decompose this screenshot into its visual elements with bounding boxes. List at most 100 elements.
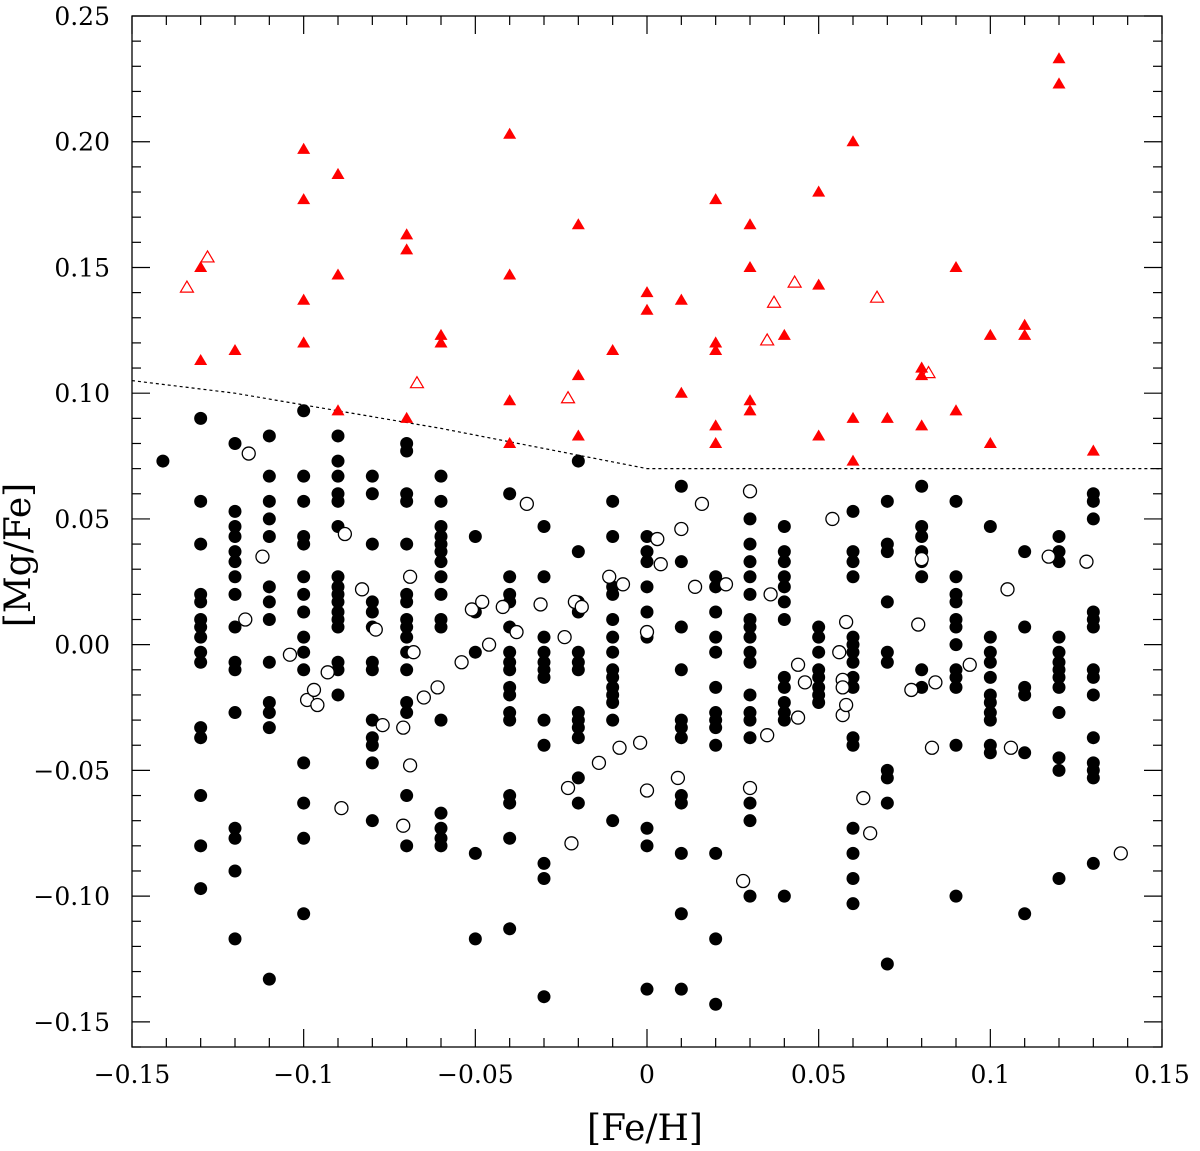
filled-circle-point [606, 695, 620, 709]
open-triangle-point [560, 390, 576, 404]
filled-circle-point [606, 630, 620, 644]
filled-circle-point [640, 839, 654, 853]
filled-triangle-point [331, 167, 345, 179]
filled-circle-point [297, 645, 311, 659]
filled-circle-point [503, 688, 517, 702]
filled-circle-point [1052, 645, 1066, 659]
filled-circle-point [537, 856, 551, 870]
open-circle-point [718, 577, 734, 592]
filled-circle-point [434, 519, 448, 533]
filled-triangle-point [1086, 444, 1100, 456]
filled-circle-point [228, 570, 242, 584]
filled-circle-point [194, 595, 208, 609]
filled-circle-point [503, 713, 517, 727]
filled-circle-point [1052, 545, 1066, 559]
filled-circle-point [434, 620, 448, 634]
filled-circle-point [365, 487, 379, 501]
filled-circle-point [537, 990, 551, 1004]
filled-triangle-point [297, 293, 311, 305]
filled-circle-point [262, 512, 276, 526]
filled-circle-point [915, 663, 929, 677]
filled-circle-point [949, 494, 963, 508]
filled-circle-point [262, 530, 276, 544]
filled-circle-point [846, 821, 860, 835]
filled-circle-point [743, 512, 757, 526]
y-tick-label: 0.15 [54, 253, 110, 282]
threshold-dotted-line [131, 380, 1162, 470]
filled-circle-point [297, 587, 311, 601]
filled-circle-point [606, 713, 620, 727]
filled-circle-point [949, 738, 963, 752]
filled-triangle-point [434, 328, 448, 340]
open-circle-point [602, 569, 617, 584]
filled-circle-point [1018, 907, 1032, 921]
filled-circle-point [400, 620, 414, 634]
filled-circle-point [194, 645, 208, 659]
filled-circle-point [812, 645, 826, 659]
filled-circle-point [1086, 731, 1100, 745]
filled-triangle-point [743, 394, 757, 406]
filled-circle-point [331, 620, 345, 634]
open-circle-point [406, 645, 421, 660]
filled-circle-point [606, 670, 620, 684]
filled-circle-point [1018, 545, 1032, 559]
filled-circle-point [1052, 872, 1066, 886]
filled-circle-point [228, 663, 242, 677]
filled-circle-point [949, 670, 963, 684]
open-circle-point [856, 790, 871, 806]
filled-triangle-point [983, 436, 997, 449]
filled-triangle-point [709, 343, 723, 355]
filled-circle-point [537, 630, 551, 644]
x-tick-label: 0.15 [1134, 1060, 1190, 1089]
filled-circle-point [400, 663, 414, 677]
filled-triangle-point [503, 127, 517, 139]
filled-circle-point [640, 605, 654, 619]
open-circle-point [742, 484, 758, 499]
filled-circle-point [468, 645, 482, 659]
y-tick-label: −0.15 [33, 1008, 110, 1037]
filled-circle-point [777, 595, 791, 609]
filled-circle-point [537, 645, 551, 659]
filled-circle-point [846, 846, 860, 860]
filled-circle-point [365, 738, 379, 752]
filled-triangle-point [1018, 328, 1032, 340]
filled-circle-point [297, 907, 311, 921]
filled-triangle-point [709, 436, 723, 449]
filled-circle-point [1086, 771, 1100, 785]
filled-circle-point [812, 620, 826, 634]
open-circle-point [838, 614, 854, 630]
filled-circle-point [880, 796, 894, 810]
open-triangle-point [409, 375, 425, 389]
filled-circle-point [228, 706, 242, 720]
x-tick-label: −0.05 [437, 1060, 514, 1089]
filled-circle-point [674, 663, 688, 677]
filled-circle-point [434, 570, 448, 584]
x-tick-label: 0.05 [791, 1060, 847, 1089]
filled-circle-point [503, 796, 517, 810]
open-circle-point [632, 735, 648, 750]
x-tick-label: 0 [639, 1060, 655, 1089]
filled-circle-point [880, 957, 894, 971]
filled-circle-point [846, 680, 860, 694]
filled-circle-point [194, 630, 208, 644]
open-circle-point [694, 496, 710, 511]
filled-circle-point [983, 519, 997, 533]
open-circle-point [914, 552, 929, 567]
filled-circle-point [468, 846, 482, 860]
filled-circle-point [640, 580, 654, 594]
filled-circle-point [743, 889, 757, 903]
filled-circle-point [983, 695, 997, 709]
filled-circle-point [400, 494, 414, 508]
filled-circle-point [983, 645, 997, 659]
filled-circle-point [297, 756, 311, 770]
filled-circle-point [983, 655, 997, 669]
filled-triangle-point [949, 404, 963, 416]
filled-circle-point [743, 731, 757, 745]
filled-circle-point [331, 595, 345, 609]
open-circle-point [653, 557, 668, 572]
filled-circle-point [640, 982, 654, 996]
filled-circle-point [571, 796, 585, 810]
filled-circle-point [434, 839, 448, 853]
filled-circle-point [434, 494, 448, 508]
